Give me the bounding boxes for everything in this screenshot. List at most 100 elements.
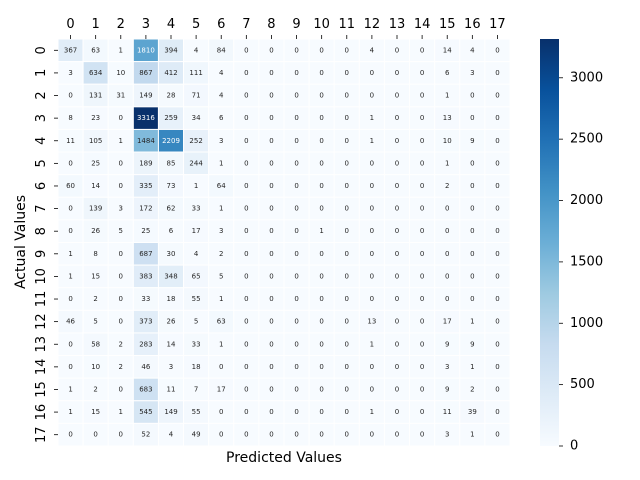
x-tick-label: 15 xyxy=(439,17,456,32)
x-axis-label: Predicted Values xyxy=(226,450,342,466)
cell-value-label: 0 xyxy=(395,46,399,54)
cell-value-label: 0 xyxy=(420,431,424,439)
cell-value-label: 0 xyxy=(244,159,248,167)
cell-value-label: 33 xyxy=(192,205,201,213)
x-tick-label: 7 xyxy=(242,17,250,32)
cell-value-label: 0 xyxy=(319,363,323,371)
cell-value-label: 46 xyxy=(141,363,150,371)
cell-value-label: 0 xyxy=(68,92,72,100)
cell-value-label: 5 xyxy=(219,272,223,280)
cell-value-label: 0 xyxy=(495,205,499,213)
cell-value-label: 0 xyxy=(495,182,499,190)
cell-value-label: 105 xyxy=(89,137,102,145)
colorbar-tick-label: 1500 xyxy=(570,254,603,269)
cell-value-label: 0 xyxy=(445,250,449,258)
cell-value-label: 0 xyxy=(244,318,248,326)
cell-value-label: 0 xyxy=(470,250,474,258)
cell-value-label: 0 xyxy=(244,92,248,100)
colorbar-tick-label: 500 xyxy=(570,377,595,392)
cell-value-label: 0 xyxy=(319,137,323,145)
cell-value-label: 0 xyxy=(319,250,323,258)
cell-value-label: 0 xyxy=(495,408,499,416)
y-tick-label: 12 xyxy=(34,313,49,330)
cell-value-label: 0 xyxy=(420,69,424,77)
cell-value-label: 0 xyxy=(345,137,349,145)
y-tick-label: 17 xyxy=(34,426,49,443)
cell-value-label: 0 xyxy=(395,182,399,190)
cell-value-label: 0 xyxy=(470,295,474,303)
cell-value-label: 0 xyxy=(68,227,72,235)
y-tick-label: 15 xyxy=(34,381,49,398)
cell-value-label: 0 xyxy=(495,92,499,100)
cell-value-label: 2 xyxy=(119,340,123,348)
x-tick-label: 0 xyxy=(66,17,74,32)
cell-value-label: 0 xyxy=(269,227,273,235)
cell-value-label: 62 xyxy=(167,205,176,213)
cell-value-label: 0 xyxy=(319,408,323,416)
cell-value-label: 0 xyxy=(345,159,349,167)
y-tick-label: 0 xyxy=(34,46,49,54)
cell-value-label: 1 xyxy=(319,227,323,235)
cell-value-label: 0 xyxy=(370,227,374,235)
cell-value-label: 63 xyxy=(91,46,100,54)
cell-value-label: 18 xyxy=(192,363,201,371)
cell-value-label: 1 xyxy=(470,363,474,371)
cell-value-label: 1 xyxy=(68,250,72,258)
cell-value-label: 1 xyxy=(219,159,223,167)
cell-value-label: 0 xyxy=(470,182,474,190)
cell-value-label: 8 xyxy=(68,114,72,122)
cell-value-label: 10 xyxy=(443,137,452,145)
cell-value-label: 2 xyxy=(119,363,123,371)
cell-value-label: 0 xyxy=(319,431,323,439)
cell-value-label: 8 xyxy=(93,250,97,258)
cell-value-label: 0 xyxy=(395,92,399,100)
cell-value-label: 348 xyxy=(164,272,177,280)
cell-value-label: 0 xyxy=(395,159,399,167)
cell-value-label: 0 xyxy=(345,363,349,371)
cell-value-label: 0 xyxy=(495,227,499,235)
cell-value-label: 2 xyxy=(93,295,97,303)
y-tick-label: 9 xyxy=(34,250,49,258)
cell-value-label: 1 xyxy=(68,385,72,393)
cell-value-label: 0 xyxy=(269,114,273,122)
cell-value-label: 17 xyxy=(217,385,226,393)
y-tick-label: 14 xyxy=(34,359,49,376)
cell-value-label: 0 xyxy=(495,385,499,393)
cell-value-label: 1 xyxy=(219,205,223,213)
cell-value-label: 4 xyxy=(169,431,174,439)
cell-value-label: 0 xyxy=(294,69,298,77)
cell-value-label: 11 xyxy=(167,385,176,393)
cell-value-label: 0 xyxy=(244,205,248,213)
cell-value-label: 634 xyxy=(89,69,103,77)
cell-value-label: 0 xyxy=(269,318,273,326)
cell-value-label: 0 xyxy=(319,92,323,100)
colorbar-tick-label: 3000 xyxy=(570,70,603,85)
cell-value-label: 0 xyxy=(370,363,374,371)
cell-value-label: 0 xyxy=(445,227,449,235)
cell-value-label: 46 xyxy=(66,318,75,326)
x-tick-label: 17 xyxy=(489,17,506,32)
cell-value-label: 0 xyxy=(470,159,474,167)
cell-value-label: 0 xyxy=(294,205,298,213)
cell-value-label: 0 xyxy=(395,318,399,326)
y-tick-label: 3 xyxy=(34,114,49,122)
cell-value-label: 4 xyxy=(470,46,475,54)
cell-value-label: 0 xyxy=(244,182,248,190)
x-tick-label: 3 xyxy=(142,17,150,32)
cell-value-label: 0 xyxy=(294,385,298,393)
cell-value-label: 0 xyxy=(294,182,298,190)
cell-value-label: 0 xyxy=(219,431,223,439)
cell-value-label: 0 xyxy=(244,272,248,280)
cell-value-label: 0 xyxy=(244,385,248,393)
cell-value-label: 0 xyxy=(395,114,399,122)
cell-value-label: 0 xyxy=(68,340,72,348)
cell-value-label: 0 xyxy=(294,137,298,145)
cell-value-label: 0 xyxy=(294,318,298,326)
cell-value-label: 0 xyxy=(370,295,374,303)
cell-value-label: 0 xyxy=(420,227,424,235)
cell-value-label: 0 xyxy=(420,318,424,326)
cell-value-label: 0 xyxy=(495,295,499,303)
cell-value-label: 0 xyxy=(395,408,399,416)
